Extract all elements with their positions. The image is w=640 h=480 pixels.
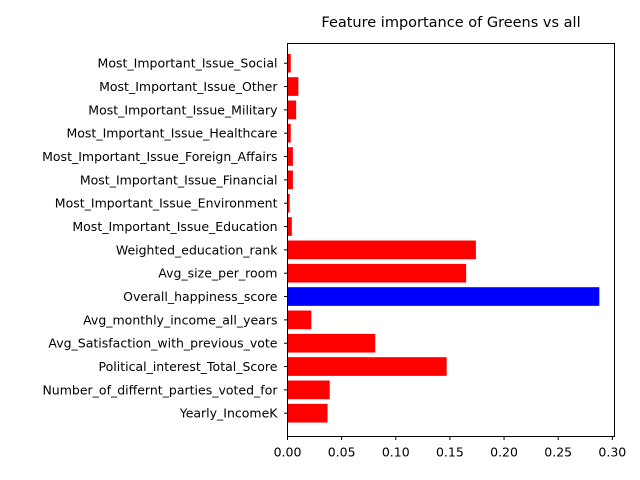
x-tick-label: 0.05 <box>328 445 356 460</box>
bar-avg-size-per-room <box>287 263 467 283</box>
y-tick-label: Most_Important_Issue_Foreign_Affairs <box>42 149 277 164</box>
x-tick-label: 0.15 <box>436 445 464 460</box>
x-tick-label: 0.00 <box>274 445 302 460</box>
x-axis-ticks: 0.00 0.05 0.10 0.15 0.20 0.25 0.30 <box>274 436 626 460</box>
bar-number-of-differnt-parties-voted-for <box>287 380 330 400</box>
bar-most-important-issue-education <box>287 217 292 236</box>
y-tick-label: Political_interest_Total_Score <box>99 359 278 374</box>
bar-most-important-issue-other <box>287 77 299 96</box>
y-tick-label: Most_Important_Issue_Military <box>88 102 278 117</box>
x-tick-label: 0.20 <box>490 445 518 460</box>
y-tick-label: Avg_monthly_income_all_years <box>83 312 277 327</box>
bar-avg-satisfaction-with-previous-vote <box>287 333 376 353</box>
y-tick-label: Most_Important_Issue_Education <box>72 219 277 234</box>
bar-most-important-issue-healthcare <box>287 123 291 143</box>
bar-political-interest-total-score <box>287 357 447 376</box>
plot-frame <box>287 43 615 437</box>
bar-avg-monthly-income-all-years <box>287 310 312 330</box>
x-tick-label: 0.30 <box>598 445 626 460</box>
x-tick-label: 0.10 <box>382 445 410 460</box>
bar-weighted-education-rank <box>287 240 476 260</box>
y-tick-label: Most_Important_Issue_Financial <box>80 172 278 187</box>
x-tick-label: 0.25 <box>544 445 572 460</box>
y-tick-label: Avg_Satisfaction_with_previous_vote <box>48 336 277 351</box>
y-tick-label: Number_of_differnt_parties_voted_for <box>42 382 278 397</box>
bar-most-important-issue-financial <box>287 170 293 190</box>
y-tick-label: Most_Important_Issue_Other <box>99 79 278 94</box>
bar-overall-happiness-score <box>287 287 600 306</box>
y-tick-label: Avg_size_per_room <box>158 266 277 281</box>
y-tick-label: Weighted_education_rank <box>116 242 278 257</box>
bar-yearly-incomek <box>287 403 328 423</box>
y-tick-label: Most_Important_Issue_Social <box>98 56 278 71</box>
y-tick-label: Most_Important_Issue_Environment <box>55 196 278 211</box>
bar-most-important-issue-foreign-affairs <box>287 147 293 166</box>
y-tick-label: Most_Important_Issue_Healthcare <box>66 126 277 141</box>
y-tick-label: Yearly_IncomeK <box>179 406 279 421</box>
bar-most-important-issue-environment <box>287 193 290 213</box>
chart-title: Feature importance of Greens vs all <box>321 15 580 31</box>
bar-most-important-issue-social <box>287 53 291 73</box>
y-axis-ticks: Most_Important_Issue_Social Most_Importan… <box>42 56 288 421</box>
bar-most-important-issue-military <box>287 100 297 120</box>
y-tick-label: Overall_happiness_score <box>123 289 278 304</box>
bars-group <box>287 53 600 423</box>
